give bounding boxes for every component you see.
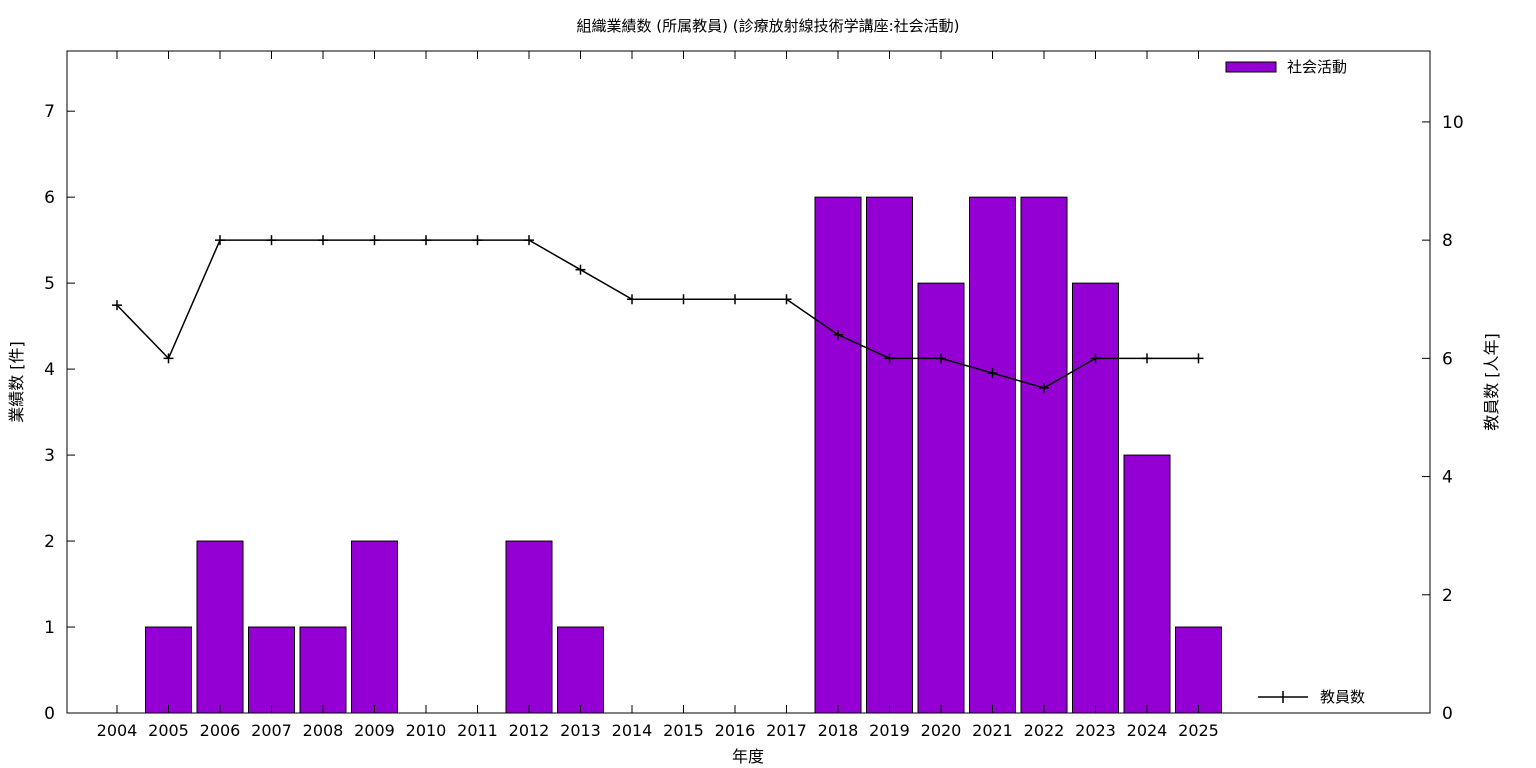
x-axis-label: 年度 [732, 747, 764, 766]
plot-frame [66, 50, 1431, 714]
line-point-2021 [987, 368, 998, 379]
bar-2025 [1175, 626, 1222, 714]
x-tick-label: 2007 [251, 721, 292, 740]
legend-bars: 社会活動 [1225, 58, 1347, 76]
line-point-2024 [1142, 353, 1152, 364]
y-tick-label: 3 [44, 446, 55, 466]
line-point-2013 [575, 264, 586, 275]
line-point-2015 [678, 294, 689, 305]
bar-2009 [351, 540, 398, 714]
x-tick-label: 2017 [766, 721, 807, 740]
x-tick-label: 2010 [406, 721, 447, 740]
bar-2008 [299, 626, 347, 714]
line-point-2017 [781, 294, 792, 305]
x-tick-label: 2006 [200, 721, 241, 740]
bar-2019 [866, 196, 913, 714]
bar-2024 [1123, 454, 1171, 714]
line-point-2009 [369, 235, 380, 246]
line-point-2018 [833, 329, 843, 340]
y2-tick-label: 2 [1442, 586, 1453, 606]
line-point-2014 [627, 294, 637, 305]
line-point-2005 [163, 353, 174, 364]
chart-title: 組織業績数 (所属教員) (診療放射線技術学講座:社会活動) [576, 17, 959, 35]
x-tick-label: 2021 [972, 721, 1013, 740]
bar-2005 [145, 626, 192, 714]
x-tick-label: 2015 [663, 721, 704, 740]
legend-line-label: 教員数 [1320, 688, 1365, 706]
line-point-2016 [730, 294, 740, 305]
bar-2018 [814, 196, 862, 714]
y-tick-label: 7 [44, 102, 55, 122]
x-tick-label: 2011 [457, 721, 498, 740]
y2-tick-label: 10 [1442, 113, 1464, 133]
x-tick-label: 2008 [303, 721, 344, 740]
x-tick-label: 2016 [715, 721, 756, 740]
bar-2021 [969, 196, 1016, 714]
y2-tick-label: 8 [1442, 231, 1453, 251]
x-tick-label: 2019 [869, 721, 910, 740]
y-tick-label: 2 [44, 532, 55, 552]
x-tick-label: 2020 [921, 721, 962, 740]
line-point-2019 [884, 353, 895, 364]
x-tick-label: 2004 [97, 721, 138, 740]
bar-2013 [557, 626, 604, 714]
legend-line: 教員数 [1258, 688, 1365, 706]
x-tick-label: 2025 [1178, 721, 1219, 740]
y-tick-label: 1 [44, 618, 55, 638]
bar-2020 [917, 282, 965, 714]
x-tick-label: 2005 [148, 721, 189, 740]
legend-bar-swatch [1225, 61, 1277, 73]
bar-2006 [196, 540, 244, 714]
y-tick-label: 6 [44, 188, 55, 208]
y2-tick-label: 0 [1442, 704, 1453, 724]
bar-2023 [1072, 282, 1119, 714]
line-point-2020 [936, 353, 946, 364]
x-tick-label: 2012 [509, 721, 550, 740]
y2-tick-label: 4 [1442, 468, 1453, 488]
line-point-2006 [215, 235, 225, 246]
line-point-2023 [1090, 353, 1101, 364]
line-teachers [116, 239, 1199, 389]
y-tick-label: 4 [44, 360, 55, 380]
bar-2007 [248, 626, 295, 714]
y2-tick-label: 6 [1442, 349, 1453, 369]
line-point-2022 [1039, 382, 1049, 393]
line-point-2004 [112, 300, 122, 311]
y-axis-label: 業績数 [件] [7, 341, 26, 423]
x-tick-label: 2013 [560, 721, 601, 740]
line-point-2008 [318, 235, 328, 246]
legend-bar-label: 社会活動 [1287, 58, 1347, 76]
line-point-2025 [1193, 353, 1204, 364]
x-tick-label: 2024 [1127, 721, 1168, 740]
x-tick-label: 2023 [1075, 721, 1116, 740]
y-tick-label: 0 [44, 704, 55, 724]
x-tick-label: 2018 [818, 721, 859, 740]
y-tick-label: 5 [44, 274, 55, 294]
line-point-2010 [421, 235, 431, 246]
y2-axis-label: 教員数 [人年] [1482, 333, 1501, 431]
bar-2022 [1020, 196, 1068, 714]
bars-layer [145, 196, 1222, 714]
axes-layer: 0 1 2 3 4 5 6 7 0 2 4 6 8 10 2004 2005 2006 2007 2008 2009 2… [44, 51, 1464, 740]
line-layer [112, 235, 1204, 393]
line-point-2011 [472, 235, 483, 246]
x-tick-label: 2022 [1024, 721, 1065, 740]
x-tick-label: 2014 [612, 721, 653, 740]
x-tick-label: 2009 [354, 721, 395, 740]
bar-2012 [505, 540, 553, 714]
line-point-2007 [266, 235, 277, 246]
line-point-2012 [524, 235, 534, 246]
